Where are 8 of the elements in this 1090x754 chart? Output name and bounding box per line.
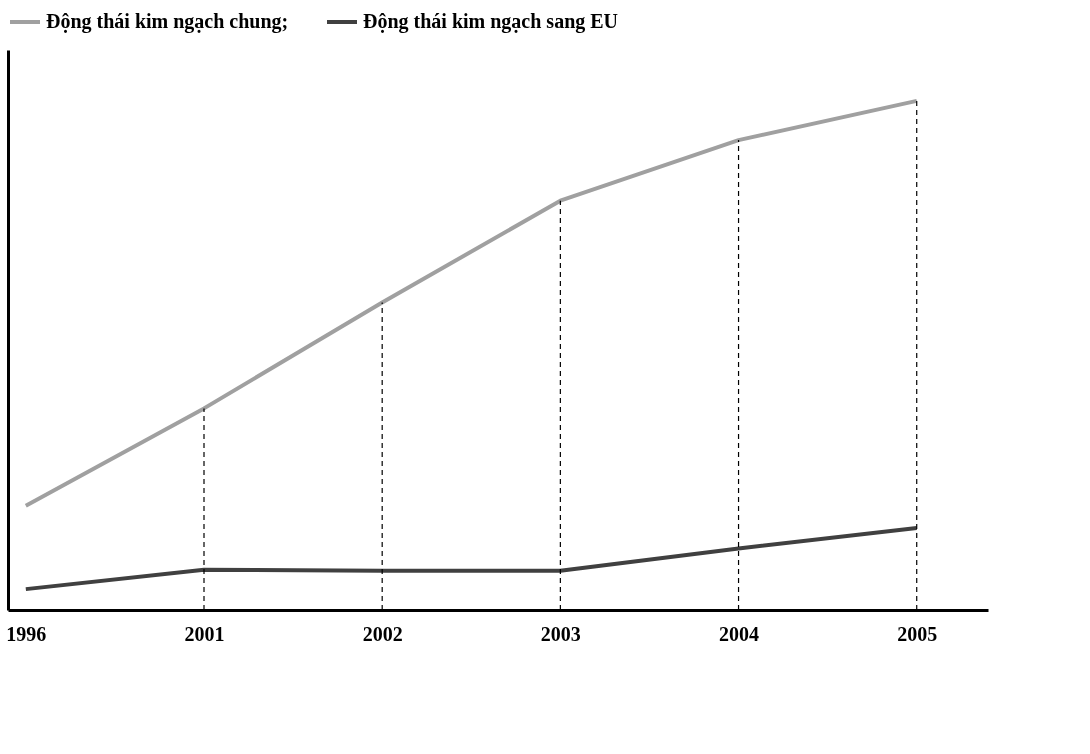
x-tick-label: 2004: [719, 622, 760, 645]
x-tick-label: 2003: [540, 622, 581, 645]
x-tick-label: 2001: [184, 622, 225, 645]
x-tick-label: 2002: [362, 622, 403, 645]
x-tick-label: 2005: [897, 622, 938, 645]
legend-label: Động thái kim ngạch sang EU: [363, 10, 619, 33]
x-tick-label: 1996: [6, 622, 47, 645]
legend-label: Động thái kim ngạch chung;: [46, 10, 289, 33]
